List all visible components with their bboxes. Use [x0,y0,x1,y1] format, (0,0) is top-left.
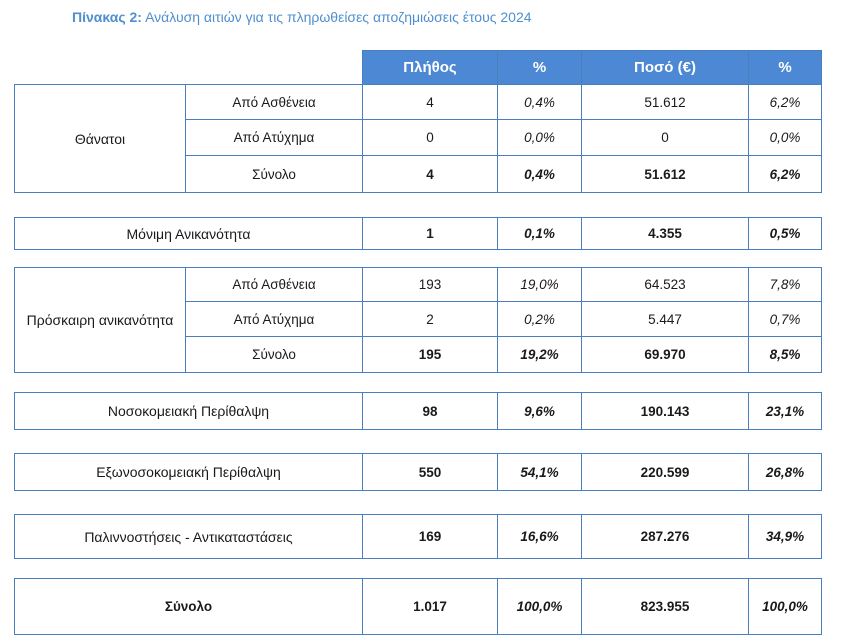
pct-amount-cell: 6,2% [748,84,822,120]
pct-amount-cell: 0,0% [748,119,822,156]
pct-count-cell: 0,4% [497,155,582,193]
count-cell: 193 [362,267,498,302]
table-row: Από Ατύχημα 2 0,2% 5.447 0,7% [15,301,822,337]
count-cell: 1 [362,217,498,250]
deaths-table: Πλήθος % Ποσό (€) % Θάνατοι Από Ασθένεια… [14,50,822,193]
amount-cell: 823.955 [581,578,749,635]
row-label-permanent: Μόνιμη Ανικανότητα [14,217,363,250]
row-label-total: Σύνολο [14,578,363,635]
table-row: Πρόσκαιρη ανικανότητα Από Ασθένεια 193 1… [14,267,822,373]
table-row: Παλιννοστήσεις - Αντικαταστάσεις 169 16,… [14,514,822,559]
amount-cell: 69.970 [581,336,749,373]
count-cell: 98 [362,392,498,430]
count-cell: 1.017 [362,578,498,635]
sub-label: Από Ασθένεια [185,267,363,302]
outpatient-table: Εξωνοσοκομειακή Περίθαλψη 550 54,1% 220.… [14,453,822,491]
count-cell: 169 [362,514,498,559]
pct-count-cell: 19,2% [497,336,582,373]
row-label-outpatient: Εξωνοσοκομειακή Περίθαλψη [14,453,363,491]
table-caption: Πίνακας 2: Ανάλυση αιτιών για τις πληρωθ… [72,9,532,25]
pct-amount-cell: 0,7% [748,301,822,337]
pct-amount-cell: 23,1% [748,392,822,430]
amount-cell: 5.447 [581,301,749,337]
sub-label: Από Ασθένεια [185,84,363,120]
count-cell: 2 [362,301,498,337]
total-table: Σύνολο 1.017 100,0% 823.955 100,0% [14,578,822,635]
caption-text: Ανάλυση αιτιών για τις πληρωθείσες αποζη… [145,9,532,25]
table-row: Σύνολο 4 0,4% 51.612 6,2% [15,155,822,193]
header-amount: Ποσό (€) [581,50,749,85]
table-row: Θάνατοι Από Ασθένεια 4 0,4% 51.612 6,2% [14,84,822,193]
group-label-temporary: Πρόσκαιρη ανικανότητα [14,267,186,373]
header-count: Πλήθος [362,50,498,85]
pct-count-cell: 0,4% [497,84,582,120]
header-pct-amount: % [748,50,822,85]
pct-amount-cell: 26,8% [748,453,822,491]
sub-label: Από Ατύχημα [185,119,363,156]
amount-cell: 0 [581,119,749,156]
row-label-hospital: Νοσοκομειακή Περίθαλψη [14,392,363,430]
pct-amount-cell: 8,5% [748,336,822,373]
sub-label: Από Ατύχημα [185,301,363,337]
amount-cell: 64.523 [581,267,749,302]
count-cell: 195 [362,336,498,373]
temporary-table: Πρόσκαιρη ανικανότητα Από Ασθένεια 193 1… [14,267,822,373]
count-cell: 550 [362,453,498,491]
count-cell: 4 [362,84,498,120]
pct-amount-cell: 0,5% [748,217,822,250]
amount-cell: 51.612 [581,155,749,193]
pct-count-cell: 0,1% [497,217,582,250]
pct-count-cell: 0,0% [497,119,582,156]
pct-count-cell: 54,1% [497,453,582,491]
caption-label: Πίνακας 2: [72,9,142,25]
pct-count-cell: 16,6% [497,514,582,559]
sub-label: Σύνολο [185,336,363,373]
count-cell: 4 [362,155,498,193]
row-label-reimbursements: Παλιννοστήσεις - Αντικαταστάσεις [14,514,363,559]
amount-cell: 190.143 [581,392,749,430]
amount-cell: 287.276 [581,514,749,559]
sub-label: Σύνολο [185,155,363,193]
pct-amount-cell: 34,9% [748,514,822,559]
pct-amount-cell: 7,8% [748,267,822,302]
amount-cell: 220.599 [581,453,749,491]
table-row: Νοσοκομειακή Περίθαλψη 98 9,6% 190.143 2… [14,392,822,430]
amount-cell: 51.612 [581,84,749,120]
pct-amount-cell: 6,2% [748,155,822,193]
pct-amount-cell: 100,0% [748,578,822,635]
table-row: Σύνολο 1.017 100,0% 823.955 100,0% [14,578,822,635]
amount-cell: 4.355 [581,217,749,250]
pct-count-cell: 0,2% [497,301,582,337]
table-row: Εξωνοσοκομειακή Περίθαλψη 550 54,1% 220.… [14,453,822,491]
hospital-table: Νοσοκομειακή Περίθαλψη 98 9,6% 190.143 2… [14,392,822,430]
pct-count-cell: 19,0% [497,267,582,302]
pct-count-cell: 100,0% [497,578,582,635]
table-row: Σύνολο 195 19,2% 69.970 8,5% [15,336,822,373]
header-pct-count: % [497,50,582,85]
group-label-deaths: Θάνατοι [14,84,186,193]
table-row: Μόνιμη Ανικανότητα 1 0,1% 4.355 0,5% [14,217,822,250]
pct-count-cell: 9,6% [497,392,582,430]
reimbursements-table: Παλιννοστήσεις - Αντικαταστάσεις 169 16,… [14,514,822,559]
count-cell: 0 [362,119,498,156]
permanent-table: Μόνιμη Ανικανότητα 1 0,1% 4.355 0,5% [14,217,822,250]
